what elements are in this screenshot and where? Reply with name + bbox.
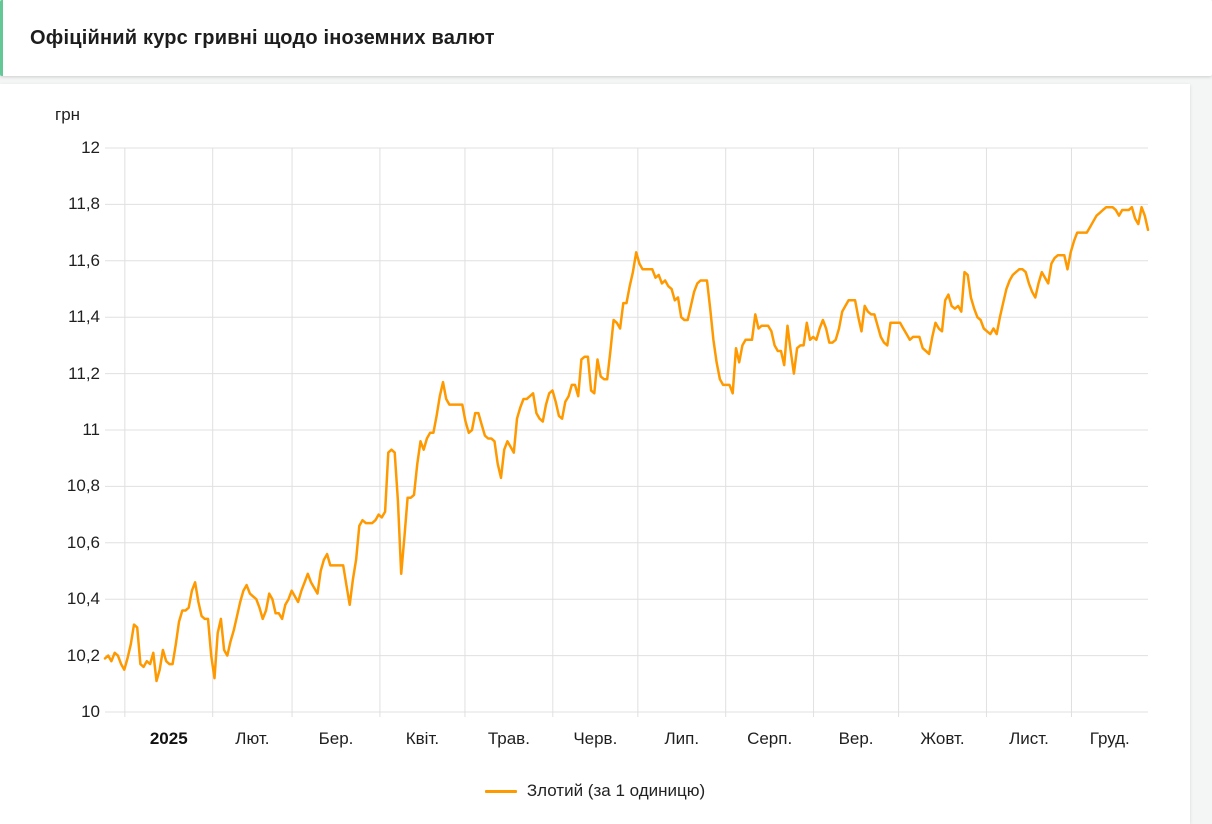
horizontal-gridlines xyxy=(105,147,1148,713)
header-card: Офіційний курс гривні щодо іноземних вал… xyxy=(0,0,1212,76)
y-axis-tick-label: 10,8 xyxy=(66,476,100,496)
y-axis-tick-label: 11,6 xyxy=(68,250,100,270)
y-axis-unit-label: грн xyxy=(55,105,81,124)
y-axis-tick-label: 10,4 xyxy=(66,589,100,609)
page-title: Офіційний курс гривні щодо іноземних вал… xyxy=(30,27,495,49)
y-axis-tick-label: 11,8 xyxy=(68,194,100,214)
y-axis-tick-label: 11,4 xyxy=(68,307,100,327)
legend-label: Злотий (за 1 одиницю) xyxy=(526,781,706,800)
x-axis-month-label: Груд. xyxy=(1089,729,1130,748)
x-axis-month-label: 2025 xyxy=(149,729,188,748)
y-axis-tick-label: 11,2 xyxy=(68,363,100,383)
y-axis-tick-label: 10,6 xyxy=(66,532,100,552)
chart-card: грн 12 11,8 11,6 11,4 11,2 11 10,8 10,6 10,4 10,2… xyxy=(0,84,1190,824)
x-axis-month-label: Лист. xyxy=(1009,729,1049,748)
x-axis-month-label: Лип. xyxy=(664,729,700,748)
x-axis-ticks xyxy=(124,712,1072,717)
legend[interactable]: Злотий (за 1 одиницю) xyxy=(0,781,1190,801)
y-axis-tick-label: 10 xyxy=(81,702,100,721)
x-axis-month-label: Бер. xyxy=(318,729,354,748)
y-axis-tick-label: 10,2 xyxy=(66,645,100,665)
vertical-gridlines xyxy=(124,148,1072,712)
x-axis-month-label: Лют. xyxy=(235,729,270,748)
x-axis-month-label: Черв. xyxy=(573,729,618,748)
x-axis-month-label: Трав. xyxy=(487,729,530,748)
zloty-series-line xyxy=(103,205,1150,683)
x-axis-month-label: Вер. xyxy=(838,729,874,748)
x-axis-month-label: Жовт. xyxy=(920,729,965,748)
x-axis-month-label: Квіт. xyxy=(405,729,440,748)
y-axis-tick-label: 12 xyxy=(81,138,100,157)
y-axis-tick-label: 11 xyxy=(82,420,100,439)
legend-line-icon xyxy=(484,789,517,793)
x-axis-month-label: Серп. xyxy=(747,729,793,748)
chart-plot-area[interactable] xyxy=(103,147,1150,720)
